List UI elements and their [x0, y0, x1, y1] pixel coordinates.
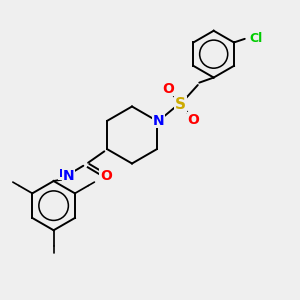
Text: H: H [59, 169, 68, 179]
Text: N: N [63, 169, 74, 183]
Text: N: N [152, 114, 164, 128]
Text: Cl: Cl [250, 32, 263, 45]
Text: S: S [175, 97, 186, 112]
Text: O: O [100, 169, 112, 183]
Text: O: O [187, 113, 199, 127]
Text: O: O [162, 82, 174, 96]
